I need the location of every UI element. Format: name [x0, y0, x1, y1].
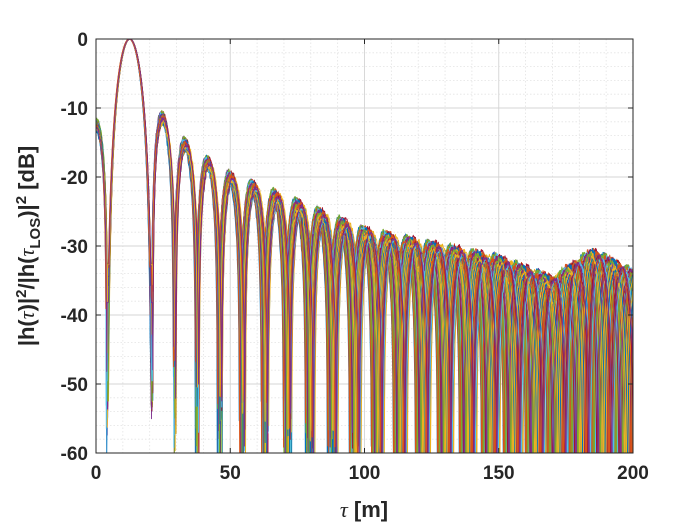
y-axis-label: |h(τ)|2/|h(τLOS)|2 [dB] — [13, 146, 44, 346]
series-line — [96, 39, 633, 453]
y-tick-label: -20 — [61, 168, 88, 189]
y-axis-label-tau-1: τ — [14, 310, 39, 319]
y-tick-labels: 0 -10 -20 -30 -40 -50 -60 — [61, 30, 88, 465]
y-axis-label-part-1: |h( — [14, 319, 39, 347]
y-axis-label-sub: LOS — [27, 218, 44, 249]
x-tick-labels: 0 50 100 150 200 — [91, 463, 649, 484]
y-axis-label-part-3: /|h( — [14, 256, 39, 290]
y-axis-label-part-4: )| — [14, 204, 39, 217]
x-tick-label: 150 — [483, 463, 515, 484]
x-tick-label: 100 — [349, 463, 381, 484]
x-tick-label: 50 — [220, 463, 241, 484]
y-tick-label: -30 — [61, 237, 88, 258]
y-axis-label-part-2: )| — [14, 298, 39, 311]
x-tick-label: 0 — [91, 463, 102, 484]
x-axis-label-unit: [m] — [348, 497, 388, 522]
y-axis-label-unit: [dB] — [14, 146, 39, 196]
x-axis-label-symbol: τ — [340, 497, 349, 522]
series-line — [96, 39, 633, 453]
series-group — [96, 39, 633, 453]
x-axis-label: τ [m] — [340, 497, 388, 522]
tick-marks — [95, 38, 634, 454]
y-axis-label-sup-2: 2 — [13, 196, 30, 204]
y-tick-label: -60 — [61, 444, 88, 465]
y-axis-label-sup-1: 2 — [13, 290, 30, 298]
y-tick-label: -50 — [61, 375, 88, 396]
series-line — [96, 39, 633, 453]
y-axis-label-tau-2: τ — [14, 247, 39, 256]
y-tick-label: -40 — [61, 306, 88, 327]
x-tick-label: 200 — [617, 463, 649, 484]
y-tick-label: -10 — [61, 99, 88, 120]
y-tick-label: 0 — [77, 30, 88, 51]
